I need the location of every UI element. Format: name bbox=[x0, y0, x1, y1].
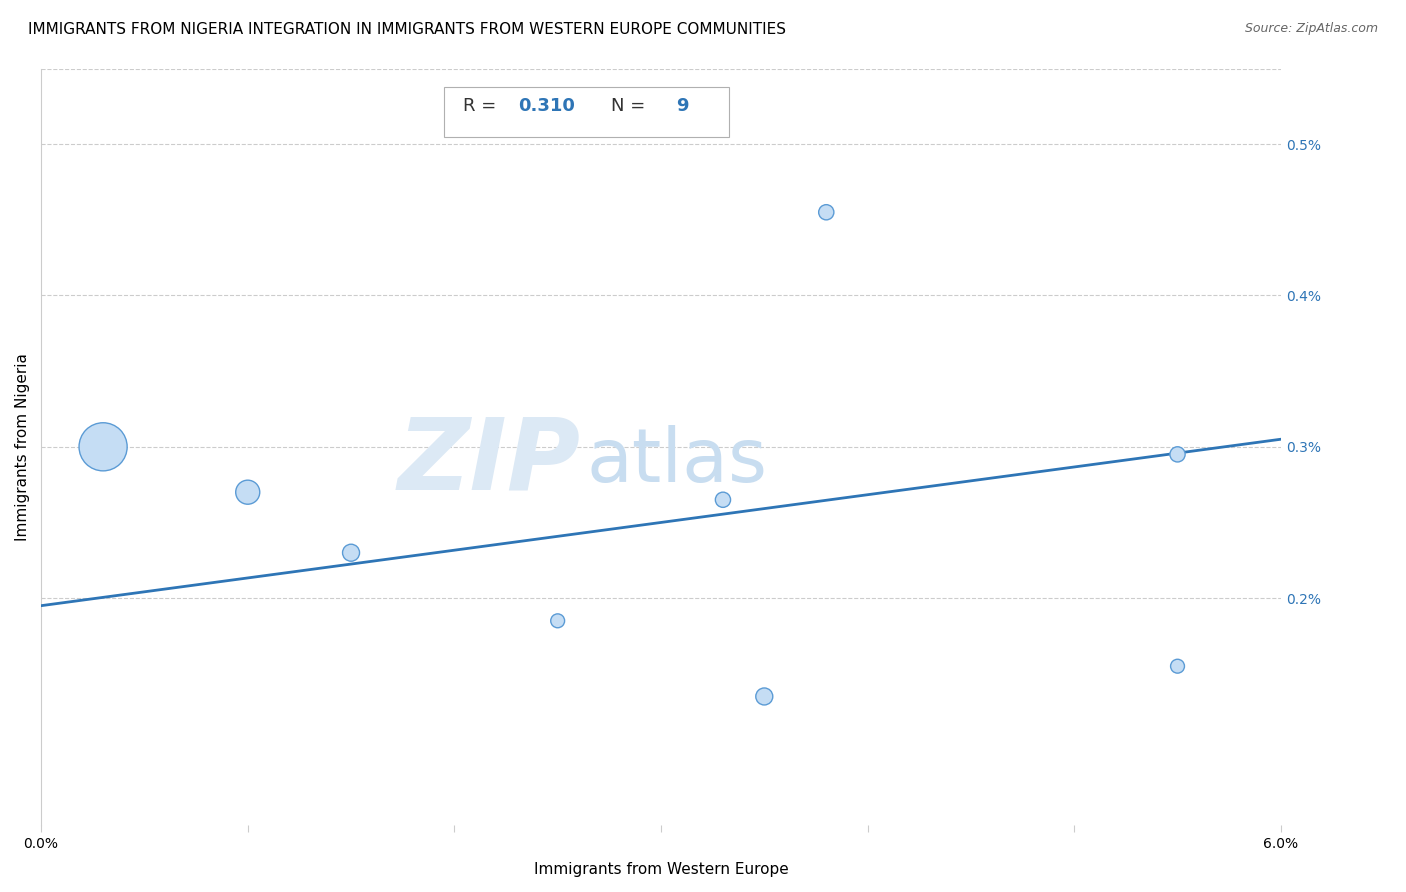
X-axis label: Immigrants from Western Europe: Immigrants from Western Europe bbox=[534, 862, 789, 877]
Point bbox=[340, 546, 363, 560]
Point bbox=[815, 205, 838, 219]
Text: N =: N = bbox=[612, 97, 651, 115]
Text: 0.310: 0.310 bbox=[519, 97, 575, 115]
FancyBboxPatch shape bbox=[444, 87, 730, 136]
Text: 9: 9 bbox=[676, 97, 689, 115]
Point bbox=[754, 690, 776, 704]
Text: atlas: atlas bbox=[586, 425, 768, 499]
Text: ZIP: ZIP bbox=[398, 413, 581, 510]
Point bbox=[91, 440, 114, 454]
Y-axis label: Immigrants from Nigeria: Immigrants from Nigeria bbox=[15, 353, 30, 541]
Point bbox=[711, 492, 734, 507]
Text: R =: R = bbox=[463, 97, 502, 115]
Point bbox=[547, 614, 569, 628]
Text: IMMIGRANTS FROM NIGERIA INTEGRATION IN IMMIGRANTS FROM WESTERN EUROPE COMMUNITIE: IMMIGRANTS FROM NIGERIA INTEGRATION IN I… bbox=[28, 22, 786, 37]
Point bbox=[236, 485, 259, 500]
Text: Source: ZipAtlas.com: Source: ZipAtlas.com bbox=[1244, 22, 1378, 36]
Point bbox=[1167, 659, 1189, 673]
Point bbox=[1167, 447, 1189, 461]
